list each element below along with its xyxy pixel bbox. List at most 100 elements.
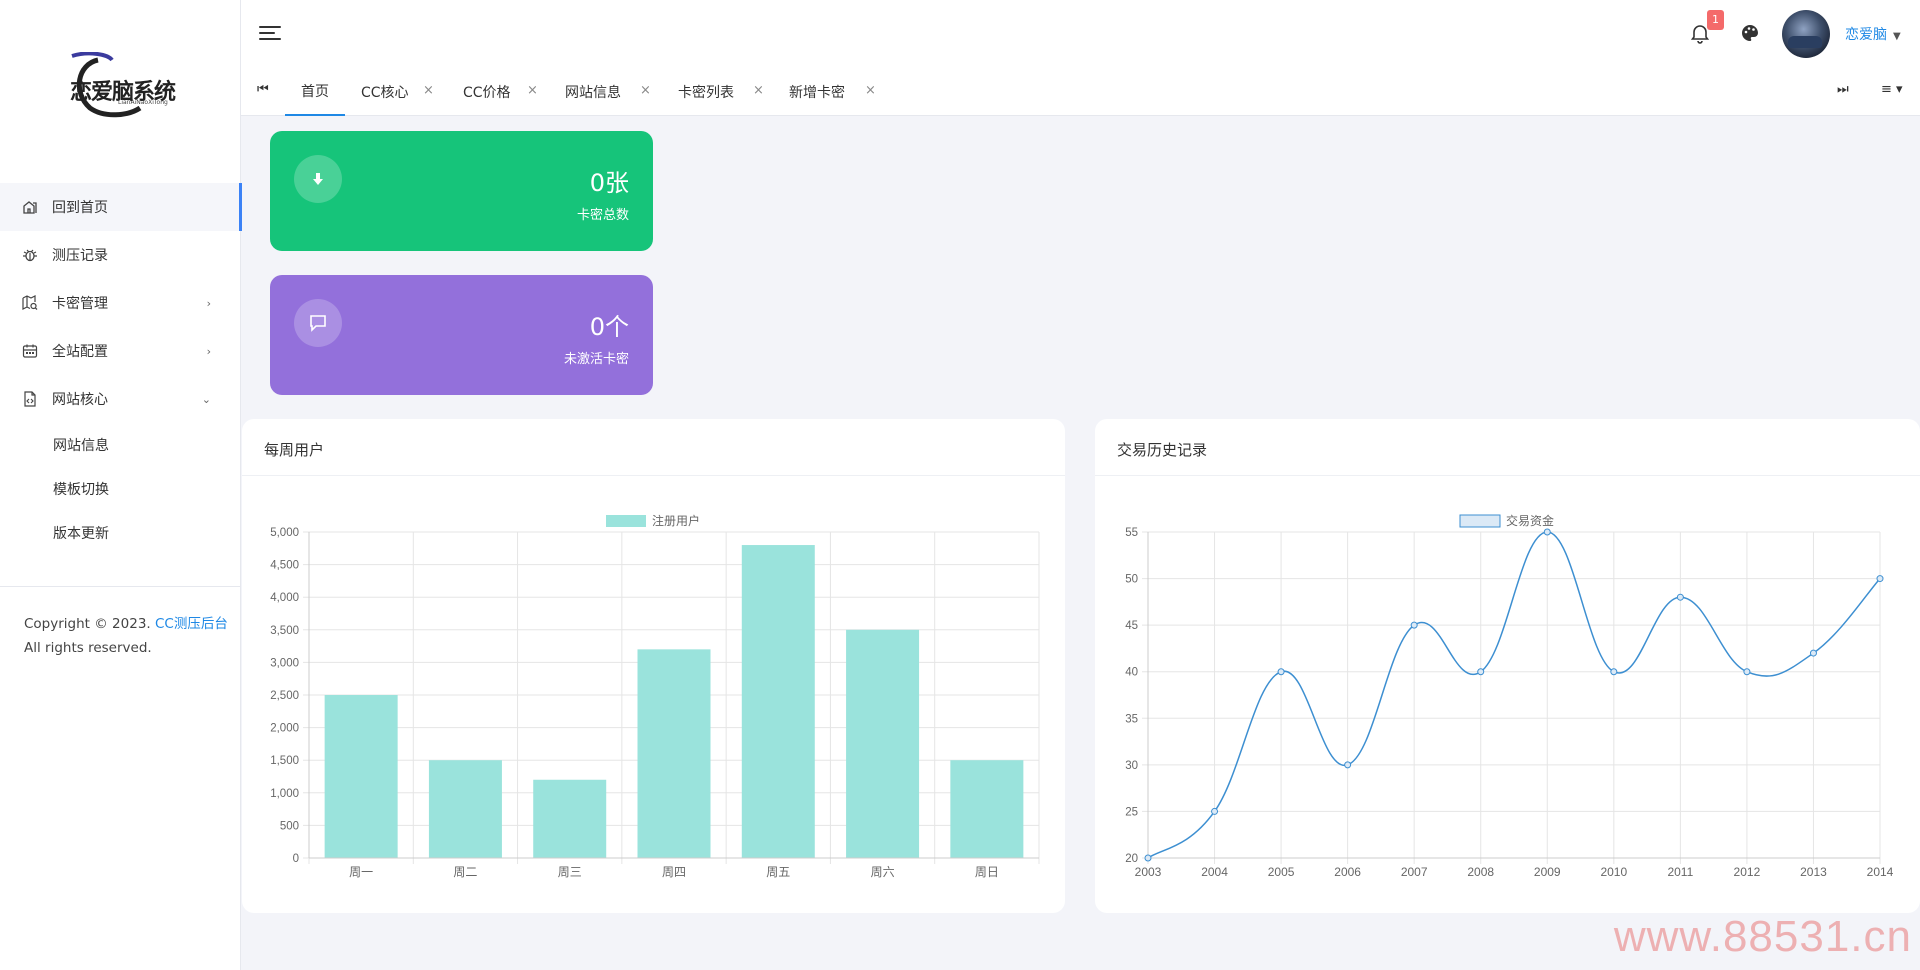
- tab-label: 首页: [301, 84, 329, 100]
- y-tick-label: 30: [1125, 760, 1138, 772]
- sidebar-subitem-version-update[interactable]: 版本更新: [53, 526, 109, 542]
- sidebar-item-site-core[interactable]: 网站核心 ⌄: [0, 375, 241, 423]
- tab-bar: ⏮ 首页 CC核心 × CC价格 × 网站信息 × 卡密列表 × 新增卡密 × …: [241, 68, 1920, 116]
- sidebar-subitem-site-info[interactable]: 网站信息: [53, 438, 109, 454]
- legend-swatch: [606, 515, 646, 527]
- series-line: [1147, 531, 1881, 859]
- copyright: Copyright © 2023. CC测压后台 All rights rese…: [24, 612, 228, 660]
- chevron-down-icon: ⌄: [201, 392, 211, 406]
- tab-cc-price[interactable]: CC价格 ×: [463, 68, 553, 116]
- y-tick-label: 1,000: [270, 788, 299, 800]
- x-tick-label: 2012: [1734, 865, 1761, 879]
- tab-site-info[interactable]: 网站信息 ×: [565, 68, 665, 116]
- x-tick-label: 2006: [1334, 865, 1361, 879]
- card-title: 每周用户: [264, 441, 325, 459]
- tab-label: CC价格: [463, 85, 511, 101]
- y-tick-label: 40: [1125, 667, 1138, 679]
- x-tick-label: 周五: [766, 865, 790, 879]
- stat-label: 卡密总数: [576, 208, 629, 223]
- map-search-icon: [22, 295, 38, 311]
- file-code-icon: [22, 391, 38, 407]
- close-icon[interactable]: ×: [865, 83, 876, 98]
- chat-icon: [294, 299, 342, 347]
- sidebar-item-site-config[interactable]: 全站配置 ›: [0, 327, 241, 375]
- data-point: [1410, 621, 1418, 629]
- avatar[interactable]: [1782, 10, 1830, 58]
- bar: [533, 779, 607, 858]
- tab-label: 新增卡密: [789, 85, 845, 101]
- menu-toggle-icon[interactable]: [259, 24, 281, 42]
- stat-value: 0个: [589, 313, 629, 341]
- calendar-icon: [22, 343, 38, 359]
- close-icon[interactable]: ×: [527, 83, 538, 98]
- sidebar-item-label: 全站配置: [52, 344, 108, 360]
- trade-history-card: 交易历史记录 交易资金 20 25 30 35 40 45 50 55 2003 2004 2005 2…: [1095, 419, 1920, 913]
- y-tick-label: 0: [293, 853, 299, 865]
- y-tick-label: 3,500: [270, 625, 299, 637]
- chevron-right-icon: ›: [206, 344, 211, 358]
- tab-menu-button[interactable]: ≡ ▾: [1881, 82, 1903, 97]
- x-tick-label: 2004: [1201, 865, 1228, 879]
- data-point: [1610, 668, 1618, 676]
- tab-label: 卡密列表: [678, 85, 734, 101]
- y-tick-label: 1,500: [270, 755, 299, 767]
- bar: [741, 545, 815, 858]
- bar: [846, 629, 920, 858]
- tab-home[interactable]: 首页: [285, 68, 345, 116]
- x-tick-label: 2008: [1467, 865, 1494, 879]
- arrow-down-icon: [294, 155, 342, 203]
- legend-label: 交易资金: [1506, 513, 1554, 528]
- watermark: www.88531.cn: [1613, 912, 1912, 961]
- copyright-rights: All rights reserved.: [24, 640, 152, 656]
- tab-cc-core[interactable]: CC核心 ×: [361, 68, 451, 116]
- card-divider: [1095, 475, 1920, 476]
- data-point: [1543, 528, 1551, 536]
- x-tick-label: 2005: [1268, 865, 1295, 879]
- sidebar-item-card-management[interactable]: 卡密管理 ›: [0, 279, 241, 327]
- sidebar-item-home[interactable]: 回到首页: [0, 183, 242, 231]
- y-tick-label: 55: [1125, 527, 1138, 539]
- tab-label: CC核心: [361, 85, 409, 101]
- tab-add-card[interactable]: 新增卡密 ×: [789, 68, 889, 116]
- x-tick-label: 周一: [349, 865, 373, 879]
- data-point: [1144, 854, 1152, 862]
- palette-icon[interactable]: [1739, 22, 1761, 44]
- user-menu[interactable]: 恋爱脑 ▼: [1845, 24, 1901, 44]
- sidebar-item-test-records[interactable]: 测压记录: [0, 231, 241, 279]
- stat-card-inactive-cards: 0个 未激活卡密: [270, 275, 653, 395]
- sidebar-subitem-template-switch[interactable]: 模板切换: [53, 482, 109, 498]
- line-chart: 交易资金 20 25 30 35 40 45 50 55 2003 2004 2005 2006 2007…: [1125, 513, 1893, 879]
- logo[interactable]: 恋爱脑系统 LianAiNaoXiTong: [68, 52, 178, 122]
- tab-card-list[interactable]: 卡密列表 ×: [678, 68, 778, 116]
- bug-icon: [22, 247, 38, 263]
- y-tick-label: 25: [1125, 806, 1138, 818]
- scroll-last-tab-button[interactable]: ⏭: [1837, 82, 1849, 97]
- close-icon[interactable]: ×: [640, 83, 651, 98]
- close-icon[interactable]: ×: [753, 83, 764, 98]
- home-icon: [22, 199, 38, 215]
- bar: [324, 695, 398, 858]
- x-tick-label: 2003: [1135, 865, 1162, 879]
- card-title: 交易历史记录: [1117, 441, 1208, 459]
- bell-icon[interactable]: [1689, 22, 1711, 44]
- copyright-link[interactable]: CC测压后台: [155, 616, 228, 632]
- username: 恋爱脑: [1845, 27, 1887, 43]
- x-tick-label: 2010: [1600, 865, 1627, 879]
- logo-text: 恋爱脑系统: [70, 80, 176, 105]
- y-tick-label: 3,000: [270, 657, 299, 669]
- y-tick-label: 4,500: [270, 560, 299, 572]
- tab-label: 网站信息: [565, 85, 621, 101]
- chevron-right-icon: ›: [206, 296, 211, 310]
- stat-card-total-cards: 0张 卡密总数: [270, 131, 653, 251]
- card-divider: [242, 475, 1065, 476]
- y-tick-label: 2,000: [270, 723, 299, 735]
- y-tick-label: 500: [280, 820, 299, 832]
- data-point: [1344, 761, 1352, 769]
- logo-subtext: LianAiNaoXiTong: [118, 99, 168, 106]
- scroll-first-tab-button[interactable]: ⏮: [257, 82, 269, 97]
- notification-badge: 1: [1707, 10, 1724, 30]
- y-tick-label: 20: [1125, 853, 1138, 865]
- bar: [428, 760, 502, 858]
- close-icon[interactable]: ×: [423, 83, 434, 98]
- x-tick-label: 2007: [1401, 865, 1428, 879]
